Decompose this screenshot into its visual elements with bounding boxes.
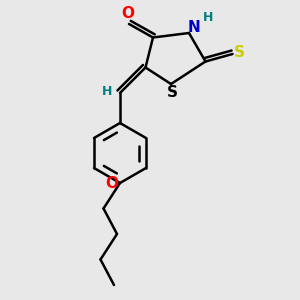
Text: S: S (234, 45, 244, 60)
Text: H: H (202, 11, 213, 24)
Text: H: H (102, 85, 112, 98)
Text: S: S (167, 85, 178, 100)
Text: O: O (121, 6, 134, 21)
Text: O: O (105, 176, 118, 190)
Text: N: N (188, 20, 201, 35)
